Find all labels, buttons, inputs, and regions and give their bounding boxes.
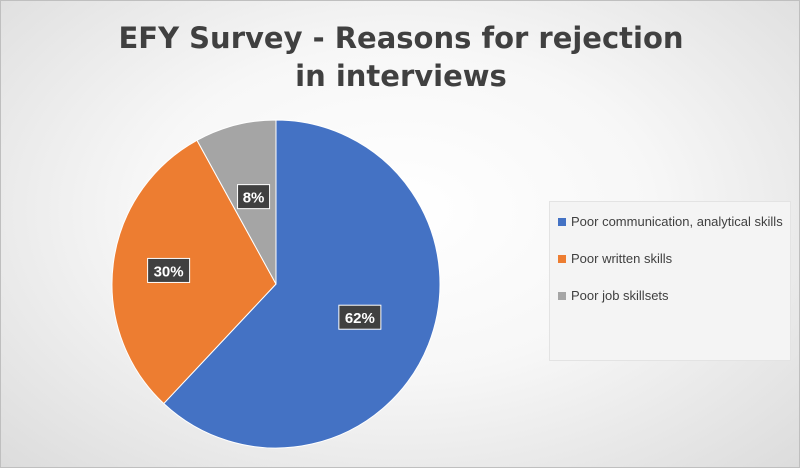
legend-swatch [558,292,566,300]
data-label: 30% [147,257,191,283]
legend: Poor communication, analytical skills Poo… [549,201,791,361]
legend-label: Poor communication, analytical skills [571,214,783,229]
legend-swatch [558,218,566,226]
data-label-text: 8% [243,190,265,207]
data-label-text: 30% [154,263,184,280]
legend-item: Poor communication, analytical skills [558,212,784,231]
legend-item: Poor written skills [558,249,784,268]
slice-poor-communication [163,119,441,449]
legend-label: Poor written skills [571,251,673,266]
slice-poor-job-skillsets [196,119,277,285]
data-label: 8% [237,184,271,210]
legend-swatch [558,255,566,263]
legend-label: Poor job skillsets [571,288,669,303]
data-label: 62% [338,304,382,330]
data-label-text: 62% [345,310,375,327]
slice-poor-written [111,139,277,405]
legend-item: Poor job skillsets [558,286,784,305]
chart-title: EFY Survey - Reasons for rejection in in… [118,21,684,93]
